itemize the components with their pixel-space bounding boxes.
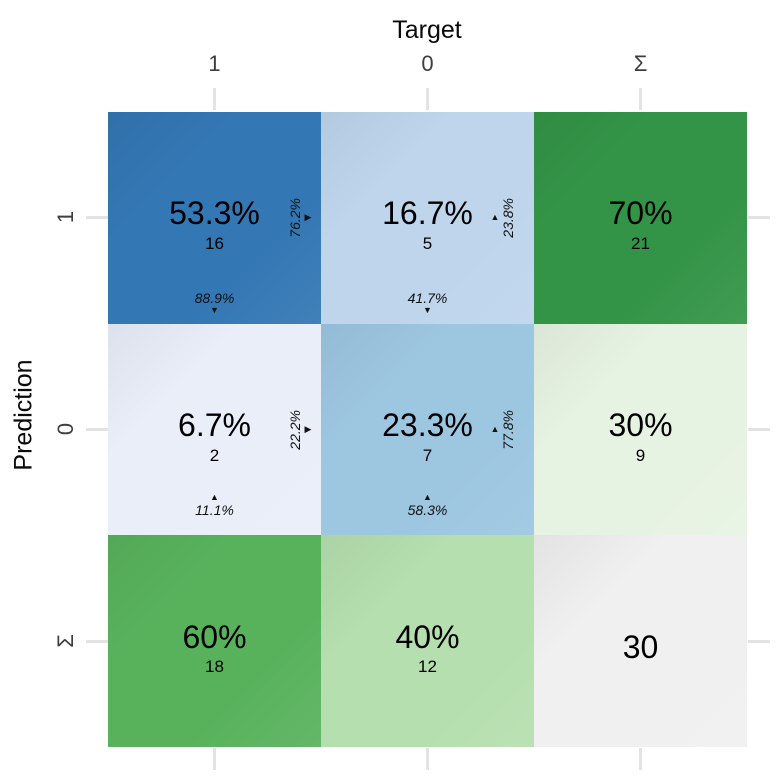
cell-count: 18 [205,657,224,677]
arrow-icon: ▲ [423,491,432,502]
col-label-sum: Σ [633,51,648,76]
arrow-icon: ▶ [304,212,312,223]
column-percentage: 11.1% [195,501,234,518]
cell-count: 2 [209,445,220,465]
axis-tick [213,748,216,770]
cell-pred0-targetsum: 30% 9 [534,323,747,536]
row-percentage-annotation: 76.2% ▶ [277,112,313,324]
axis-tick [86,639,108,643]
cell-predsum-targetsum: 30 [534,535,747,747]
axis-tick [748,639,770,643]
cell-percentage: 30 [622,628,659,665]
row-percentage-annotation: 22.2% ▶ [277,324,313,536]
axis-tick [426,748,429,770]
cell-main-text: 23.3% 7 [382,407,473,466]
axis-tick [86,427,108,431]
cell-main-text: 16.7% 5 [382,197,473,254]
column-percentage: 41.7% [407,290,448,307]
cell-percentage: 30% [608,407,673,443]
cell-main-text: 60% 18 [182,618,247,678]
x-axis-title: Target [392,16,462,44]
cell-pred0-target0: 23.3% 7 ▲ 77.8% ▲ 58.3% [321,323,534,536]
cell-count: 16 [205,233,224,253]
cell-percentage: 53.3% [169,195,260,232]
row-percentage: 77.8% [500,409,516,450]
row-label-1: 1 [53,210,78,224]
row-percentage: 23.8% [500,197,516,238]
matrix-grid: 53.3% 16 76.2% ▶ 88.9% ▼ 16.7% 5 ▲ 23.8% 41… [108,112,747,747]
cell-percentage: 6.7% [178,407,251,443]
column-percentage-annotation: 88.9% ▼ [108,282,321,315]
axis-tick [748,427,770,431]
arrow-icon: ▲ [210,491,219,502]
cell-pred1-target1: 53.3% 16 76.2% ▶ 88.9% ▼ [108,112,321,324]
axis-tick [213,88,216,110]
column-percentage: 88.9% [194,290,235,307]
cell-count: 12 [418,657,437,677]
cell-predsum-target0: 40% 12 [321,535,534,747]
arrow-icon: ▲ [490,423,500,434]
row-percentage-annotation: ▲ 23.8% [490,112,526,324]
cell-pred1-target0: 16.7% 5 ▲ 23.8% 41.7% ▼ [321,112,534,324]
y-axis-title: Prediction [9,359,38,471]
arrow-icon: ▲ [490,212,500,223]
cell-main-text: 53.3% 16 [169,197,260,254]
cell-percentage: 70% [608,195,673,232]
cell-main-text: 40% 12 [395,618,460,678]
row-label-0: 0 [53,422,78,436]
column-percentage-annotation: 41.7% ▼ [321,282,534,315]
arrow-icon: ▼ [210,304,219,315]
row-label-sum: Σ [53,634,78,648]
cell-pred0-target1: 6.7% 2 22.2% ▶ ▲ 11.1% [108,323,321,536]
cell-count: 5 [422,233,433,253]
cell-main-text: 70% 21 [608,197,672,254]
axis-tick [639,748,642,770]
cell-main-text: 6.7% 2 [178,407,251,466]
axis-tick [426,88,429,110]
column-percentage: 58.3% [407,501,448,518]
row-percentage: 22.2% [287,409,303,450]
cell-pred1-targetsum: 70% 21 [534,112,747,324]
axis-tick [86,215,108,219]
axis-tick [748,215,770,219]
column-percentage-annotation: ▲ 11.1% [108,491,321,527]
arrow-icon: ▼ [423,304,432,315]
cell-main-text: 30 [622,628,659,668]
cell-main-text: 30% 9 [608,407,673,466]
col-label-1: 1 [208,51,221,76]
row-percentage: 76.2% [287,197,303,238]
row-percentage-annotation: ▲ 77.8% [490,324,526,536]
cell-percentage: 23.3% [382,407,473,443]
cell-count: 7 [422,445,433,465]
cell-predsum-target1: 60% 18 [108,535,321,747]
arrow-icon: ▶ [304,423,312,434]
cell-percentage: 16.7% [382,195,473,232]
axis-tick [639,88,642,110]
column-percentage-annotation: ▲ 58.3% [321,491,534,527]
cell-percentage: 40% [395,618,460,655]
cell-count: 9 [635,445,646,465]
cell-count: 21 [631,233,650,253]
cell-percentage: 60% [182,618,247,655]
col-label-0: 0 [421,51,434,76]
